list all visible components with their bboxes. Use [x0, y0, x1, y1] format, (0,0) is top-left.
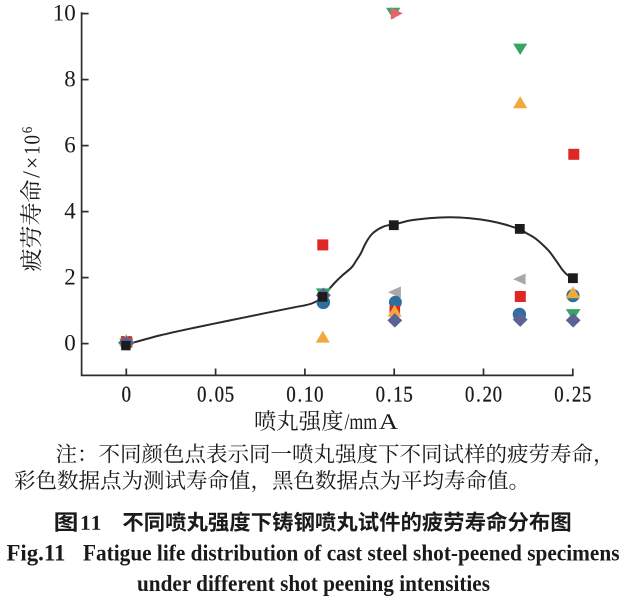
svg-text:0: 0 [64, 330, 76, 355]
svg-text:Fig.11: Fig.11 [7, 541, 66, 566]
svg-text:10: 10 [53, 0, 76, 25]
svg-text:4: 4 [64, 198, 76, 223]
svg-text:6: 6 [64, 132, 76, 157]
svg-text:Fatigue life distribution of c: Fatigue life distribution of cast steel … [83, 541, 620, 566]
svg-text:2: 2 [64, 264, 76, 289]
svg-text:under different shot peening i: under different shot peening intensities [137, 571, 490, 596]
svg-text:8: 8 [64, 66, 76, 91]
